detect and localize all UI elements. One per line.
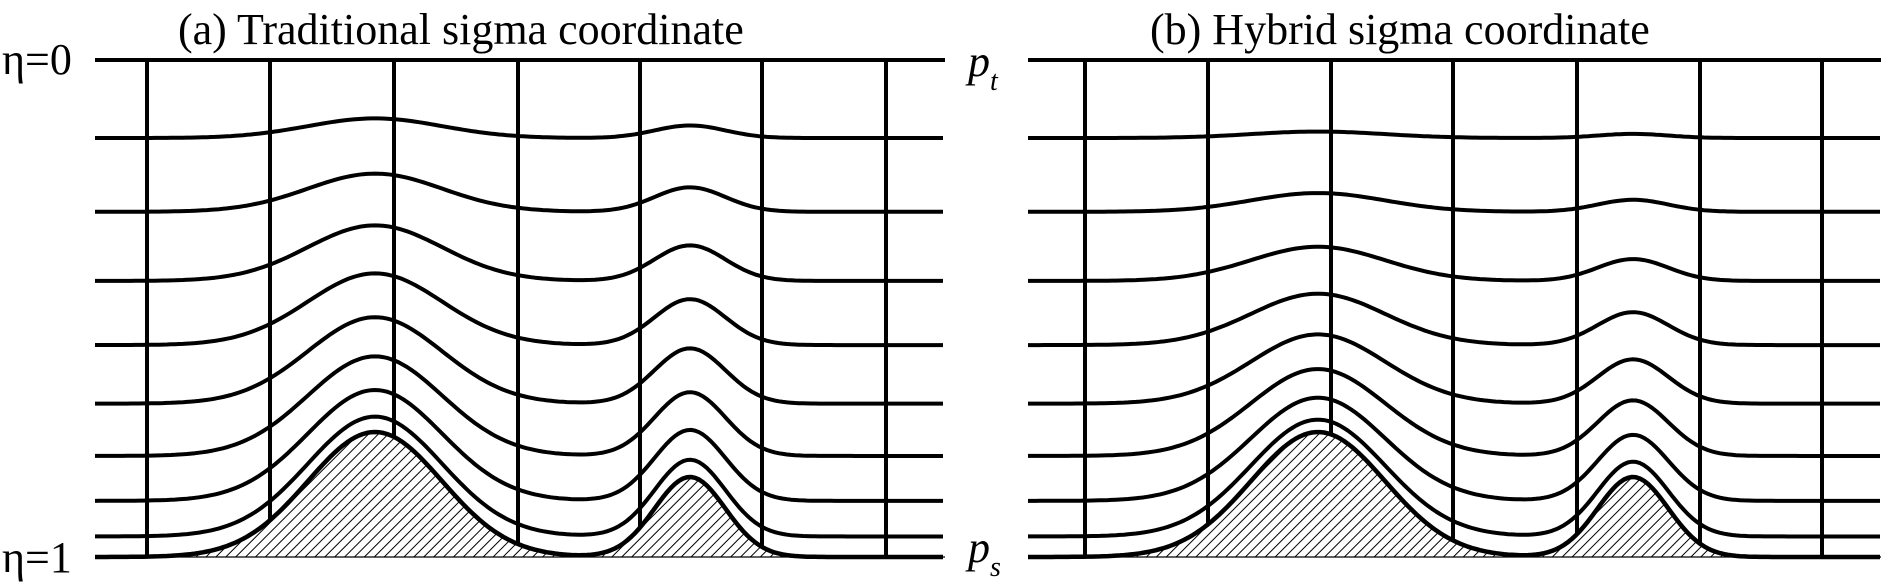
model-level-5 [95, 315, 943, 406]
p-top-label: pt [965, 37, 999, 97]
model-level-6 [95, 354, 943, 458]
model-level-4 [1028, 291, 1880, 348]
terrain-hatch [1028, 432, 1881, 557]
eta-bottom-label: η=1 [2, 533, 72, 582]
model-level-7 [94, 388, 943, 503]
model-level-6 [1028, 367, 1880, 458]
eta-top-label: η=0 [2, 35, 72, 84]
panel-a-vertical-lines [145, 60, 888, 557]
model-surface-level [1028, 429, 1880, 560]
panel-b-hybrid-sigma [1028, 58, 1881, 560]
model-level-4 [95, 271, 943, 348]
model-level-8 [1028, 417, 1880, 539]
model-level-5 [1028, 332, 1880, 406]
terrain-hatch [95, 432, 945, 557]
model-surface-level [95, 429, 943, 560]
model-level-3 [1028, 244, 1880, 283]
model-level-2 [1028, 191, 1880, 214]
panel-a-traditional-sigma [94, 58, 945, 560]
model-level-2 [95, 171, 943, 214]
p-surface-label: ps [965, 523, 1001, 583]
panel-a-model-levels [94, 58, 945, 560]
model-level-1 [1028, 129, 1880, 140]
panel-b-title: (b) Hybrid sigma coordinate [1150, 5, 1650, 54]
panel-a-title: (a) Traditional sigma coordinate [178, 5, 744, 54]
panel-b-model-levels [1028, 58, 1881, 560]
model-level-7 [1028, 395, 1880, 503]
model-level-8 [95, 414, 943, 539]
model-level-1 [95, 116, 943, 140]
model-level-3 [95, 223, 943, 283]
